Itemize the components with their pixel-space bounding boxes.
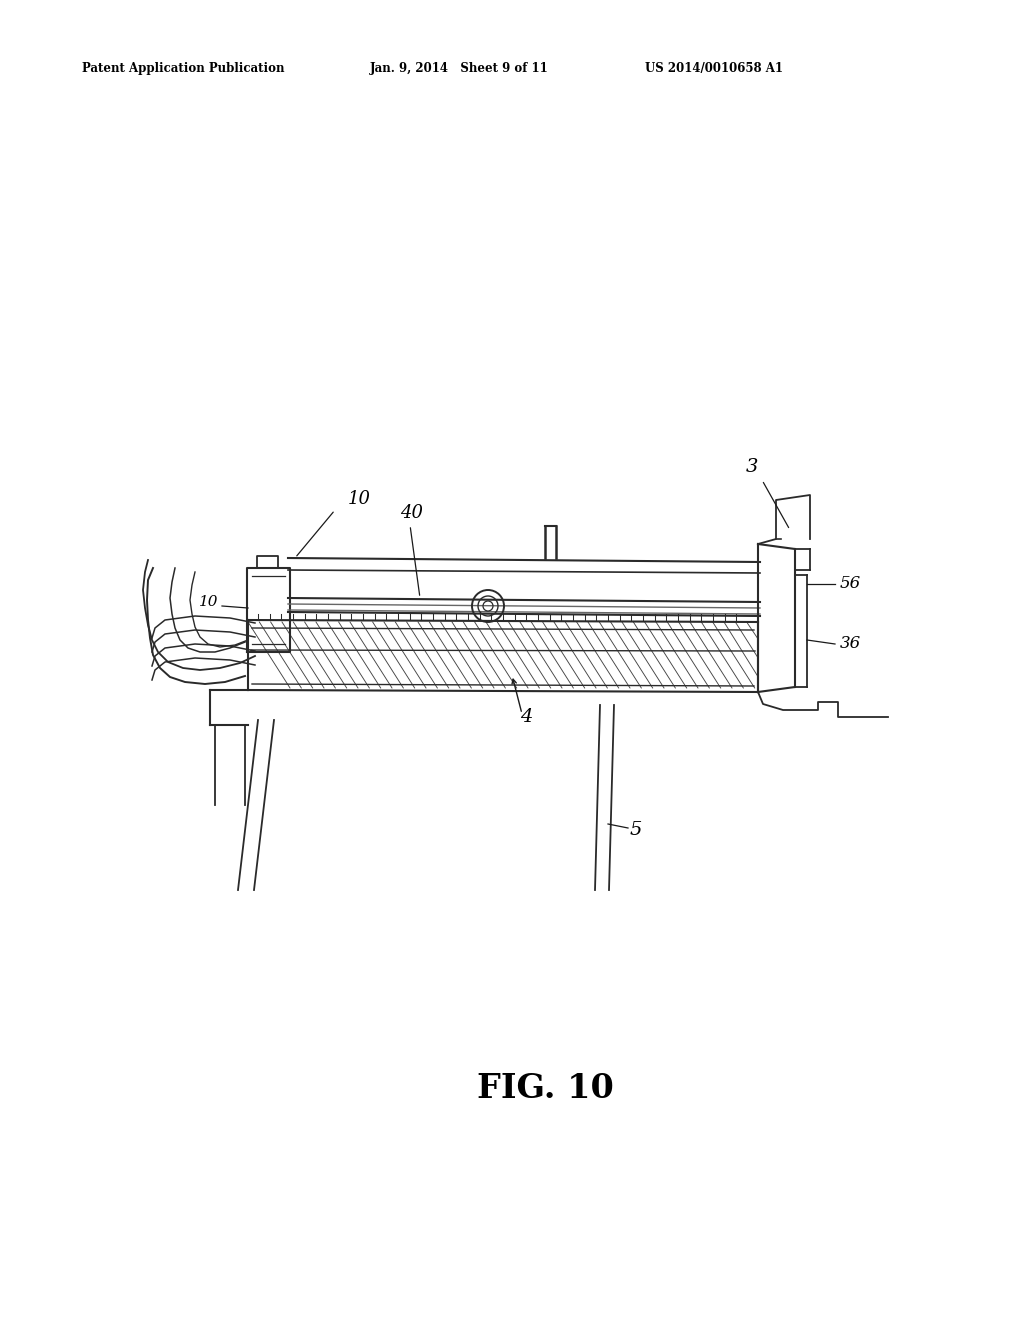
Text: FIG. 10: FIG. 10 bbox=[476, 1072, 613, 1105]
Text: 40: 40 bbox=[400, 504, 424, 521]
Text: 10: 10 bbox=[348, 490, 371, 508]
Text: 10: 10 bbox=[199, 595, 218, 609]
Text: Jan. 9, 2014   Sheet 9 of 11: Jan. 9, 2014 Sheet 9 of 11 bbox=[370, 62, 549, 75]
Text: 36: 36 bbox=[840, 635, 861, 652]
Text: 3: 3 bbox=[745, 458, 758, 477]
Text: 56: 56 bbox=[840, 576, 861, 593]
Text: 4: 4 bbox=[520, 708, 532, 726]
Text: US 2014/0010658 A1: US 2014/0010658 A1 bbox=[645, 62, 783, 75]
Text: Patent Application Publication: Patent Application Publication bbox=[82, 62, 285, 75]
Text: 5: 5 bbox=[630, 821, 642, 840]
